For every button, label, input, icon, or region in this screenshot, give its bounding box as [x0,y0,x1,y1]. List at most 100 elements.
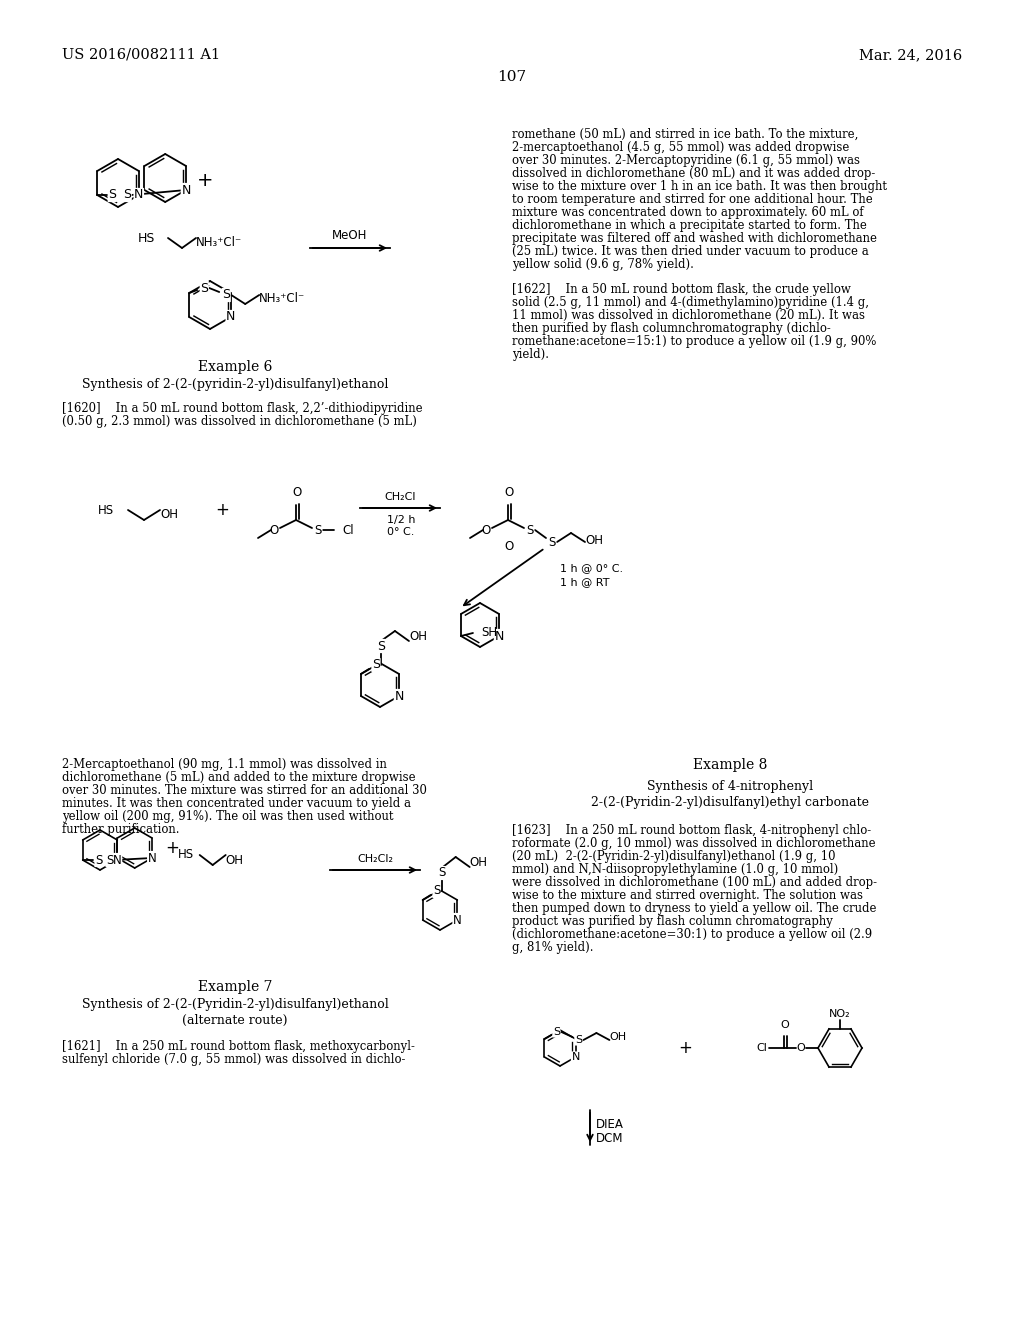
Text: OH: OH [409,630,427,643]
Text: S: S [553,1027,560,1038]
Text: precipitate was filtered off and washed with dichloromethane: precipitate was filtered off and washed … [512,232,877,246]
Text: US 2016/0082111 A1: US 2016/0082111 A1 [62,48,220,62]
Text: wise to the mixture over 1 h in an ice bath. It was then brought: wise to the mixture over 1 h in an ice b… [512,180,887,193]
Text: (alternate route): (alternate route) [182,1014,288,1027]
Text: mmol) and N,N-diisopropylethylamine (1.0 g, 10 mmol): mmol) and N,N-diisopropylethylamine (1.0… [512,863,839,876]
Text: 2-Mercaptoethanol (90 mg, 1.1 mmol) was dissolved in: 2-Mercaptoethanol (90 mg, 1.1 mmol) was … [62,758,387,771]
Text: Cl: Cl [757,1043,767,1053]
Text: OH: OH [225,854,244,866]
Text: S: S [123,189,131,202]
Text: NH₃⁺Cl⁻: NH₃⁺Cl⁻ [259,293,305,305]
Text: dissolved in dichloromethane (80 mL) and it was added drop-: dissolved in dichloromethane (80 mL) and… [512,168,876,180]
Text: O: O [797,1043,805,1053]
Text: S: S [433,884,440,898]
Text: HS: HS [178,849,194,862]
Text: S: S [548,536,556,549]
Text: [1623]    In a 250 mL round bottom flask, 4-nitrophenyl chlo-: [1623] In a 250 mL round bottom flask, 4… [512,824,871,837]
Text: N: N [394,689,403,702]
Text: S: S [526,524,534,536]
Text: O: O [505,540,514,553]
Text: S: S [222,289,230,301]
Text: S: S [201,281,208,294]
Text: OH: OH [470,855,487,869]
Text: 11 mmol) was dissolved in dichloromethane (20 mL). It was: 11 mmol) was dissolved in dichloromethan… [512,309,865,322]
Text: N: N [453,913,462,927]
Text: 2-(2-(Pyridin-2-yl)disulfanyl)ethyl carbonate: 2-(2-(Pyridin-2-yl)disulfanyl)ethyl carb… [591,796,869,809]
Text: yellow oil (200 mg, 91%). The oil was then used without: yellow oil (200 mg, 91%). The oil was th… [62,810,393,822]
Text: NO₂: NO₂ [829,1008,851,1019]
Text: 1 h @ RT: 1 h @ RT [560,577,609,587]
Text: S: S [574,1035,582,1045]
Text: SH: SH [481,626,497,639]
Text: dichloromethane (5 mL) and added to the mixture dropwise: dichloromethane (5 mL) and added to the … [62,771,416,784]
Text: S: S [438,866,445,879]
Text: CH₂Cl: CH₂Cl [384,492,416,502]
Text: minutes. It was then concentrated under vacuum to yield a: minutes. It was then concentrated under … [62,797,411,810]
Text: Example 7: Example 7 [198,979,272,994]
Text: OH: OH [160,507,178,520]
Text: Synthesis of 2-(2-(pyridin-2-yl)disulfanyl)ethanol: Synthesis of 2-(2-(pyridin-2-yl)disulfan… [82,378,388,391]
Text: N: N [181,183,190,197]
Text: N: N [113,854,122,866]
Text: +: + [166,840,179,857]
Text: O: O [269,524,279,536]
Text: OH: OH [585,533,603,546]
Text: g, 81% yield).: g, 81% yield). [512,941,594,954]
Text: [1621]    In a 250 mL round bottom flask, methoxycarbonyl-: [1621] In a 250 mL round bottom flask, m… [62,1040,415,1053]
Text: over 30 minutes. 2-Mercaptopyridine (6.1 g, 55 mmol) was: over 30 minutes. 2-Mercaptopyridine (6.1… [512,154,860,168]
Text: romethane:acetone=15:1) to produce a yellow oil (1.9 g, 90%: romethane:acetone=15:1) to produce a yel… [512,335,877,348]
Text: O: O [293,486,302,499]
Text: dichloromethane in which a precipitate started to form. The: dichloromethane in which a precipitate s… [512,219,867,232]
Text: O: O [481,524,490,536]
Text: S: S [106,854,114,866]
Text: Synthesis of 4-nitrophenyl: Synthesis of 4-nitrophenyl [647,780,813,793]
Text: Cl: Cl [342,524,353,536]
Text: CH₂Cl₂: CH₂Cl₂ [357,854,393,865]
Text: over 30 minutes. The mixture was stirred for an additional 30: over 30 minutes. The mixture was stirred… [62,784,427,797]
Text: HS: HS [98,503,114,516]
Text: S: S [372,659,380,672]
Text: S: S [109,189,116,202]
Text: then purified by flash columnchromatography (dichlo-: then purified by flash columnchromatogra… [512,322,830,335]
Text: +: + [678,1039,692,1057]
Text: romethane (50 mL) and stirred in ice bath. To the mixture,: romethane (50 mL) and stirred in ice bat… [512,128,858,141]
Text: +: + [197,170,213,190]
Text: Example 8: Example 8 [693,758,767,772]
Text: Mar. 24, 2016: Mar. 24, 2016 [859,48,962,62]
Text: 107: 107 [498,70,526,84]
Text: N: N [147,851,157,865]
Text: (20 mL)  2-(2-(Pyridin-2-yl)disulfanyl)ethanol (1.9 g, 10: (20 mL) 2-(2-(Pyridin-2-yl)disulfanyl)et… [512,850,836,863]
Text: S: S [95,854,102,866]
Text: DIEA: DIEA [596,1118,624,1130]
Text: O: O [780,1020,790,1030]
Text: [1620]    In a 50 mL round bottom flask, 2,2’-dithiodipyridine: [1620] In a 50 mL round bottom flask, 2,… [62,403,423,414]
Text: wise to the mixture and stirred overnight. The solution was: wise to the mixture and stirred overnigh… [512,888,863,902]
Text: solid (2.5 g, 11 mmol) and 4-(dimethylamino)pyridine (1.4 g,: solid (2.5 g, 11 mmol) and 4-(dimethylam… [512,296,869,309]
Text: Example 6: Example 6 [198,360,272,374]
Text: 0° C.: 0° C. [387,527,415,537]
Text: N: N [134,189,143,202]
Text: (0.50 g, 2.3 mmol) was dissolved in dichloromethane (5 mL): (0.50 g, 2.3 mmol) was dissolved in dich… [62,414,417,428]
Text: Synthesis of 2-(2-(Pyridin-2-yl)disulfanyl)ethanol: Synthesis of 2-(2-(Pyridin-2-yl)disulfan… [82,998,388,1011]
Text: roformate (2.0 g, 10 mmol) was dissolved in dichloromethane: roformate (2.0 g, 10 mmol) was dissolved… [512,837,876,850]
Text: product was purified by flash column chromatography: product was purified by flash column chr… [512,915,833,928]
Text: 1/2 h: 1/2 h [387,515,416,525]
Text: were dissolved in dichloromethane (100 mL) and added drop-: were dissolved in dichloromethane (100 m… [512,876,877,888]
Text: yellow solid (9.6 g, 78% yield).: yellow solid (9.6 g, 78% yield). [512,257,694,271]
Text: +: + [215,502,229,519]
Text: 1 h @ 0° C.: 1 h @ 0° C. [560,564,624,573]
Text: further purification.: further purification. [62,822,179,836]
Text: HS: HS [138,231,156,244]
Text: O: O [505,486,514,499]
Text: NH₃⁺Cl⁻: NH₃⁺Cl⁻ [196,236,243,249]
Text: [1622]    In a 50 mL round bottom flask, the crude yellow: [1622] In a 50 mL round bottom flask, th… [512,282,851,296]
Text: S: S [314,524,322,536]
Text: sulfenyl chloride (7.0 g, 55 mmol) was dissolved in dichlo-: sulfenyl chloride (7.0 g, 55 mmol) was d… [62,1053,406,1067]
Text: then pumped down to dryness to yield a yellow oil. The crude: then pumped down to dryness to yield a y… [512,902,877,915]
Text: OH: OH [609,1032,627,1041]
Text: S: S [377,639,385,652]
Text: N: N [571,1052,580,1063]
Text: 2-mercaptoethanol (4.5 g, 55 mmol) was added dropwise: 2-mercaptoethanol (4.5 g, 55 mmol) was a… [512,141,849,154]
Text: yield).: yield). [512,348,549,360]
Text: N: N [226,310,236,323]
